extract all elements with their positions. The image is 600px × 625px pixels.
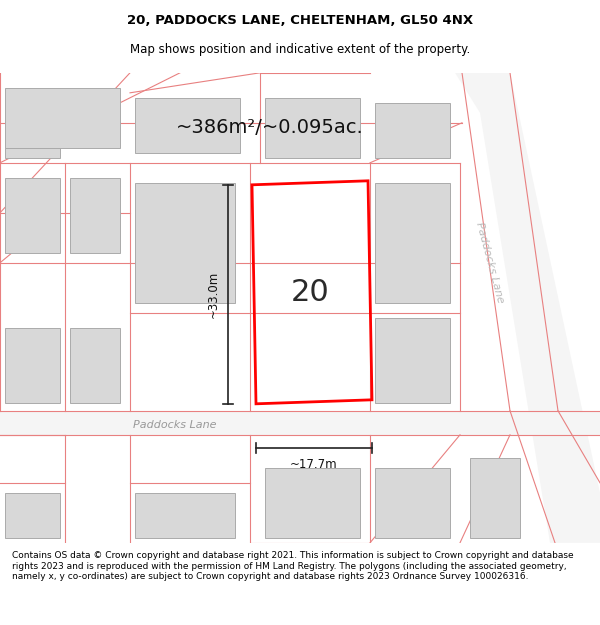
Text: Map shows position and indicative extent of the property.: Map shows position and indicative extent… xyxy=(130,42,470,56)
Text: ~33.0m: ~33.0m xyxy=(207,271,220,318)
Bar xyxy=(70,177,120,252)
Bar xyxy=(375,182,450,302)
Text: ~386m²/~0.095ac.: ~386m²/~0.095ac. xyxy=(176,118,364,138)
Bar xyxy=(375,102,450,158)
Bar xyxy=(135,182,235,302)
Bar xyxy=(265,98,360,158)
Bar xyxy=(470,458,520,538)
Text: Paddocks Lane: Paddocks Lane xyxy=(475,221,506,304)
Bar xyxy=(5,328,60,402)
Text: 20: 20 xyxy=(290,278,329,308)
Bar xyxy=(5,148,60,158)
Bar xyxy=(5,177,60,252)
Bar xyxy=(5,492,60,538)
Bar xyxy=(70,328,120,402)
Polygon shape xyxy=(455,72,600,542)
Polygon shape xyxy=(0,411,600,435)
Bar xyxy=(375,468,450,538)
Text: Paddocks Lane: Paddocks Lane xyxy=(133,420,217,430)
Bar xyxy=(265,468,360,538)
Bar xyxy=(135,492,235,538)
Bar xyxy=(135,98,240,152)
Bar xyxy=(5,88,120,148)
Bar xyxy=(375,318,450,402)
Text: Contains OS data © Crown copyright and database right 2021. This information is : Contains OS data © Crown copyright and d… xyxy=(12,551,574,581)
Text: 20, PADDOCKS LANE, CHELTENHAM, GL50 4NX: 20, PADDOCKS LANE, CHELTENHAM, GL50 4NX xyxy=(127,14,473,28)
Text: ~17.7m: ~17.7m xyxy=(290,458,338,471)
